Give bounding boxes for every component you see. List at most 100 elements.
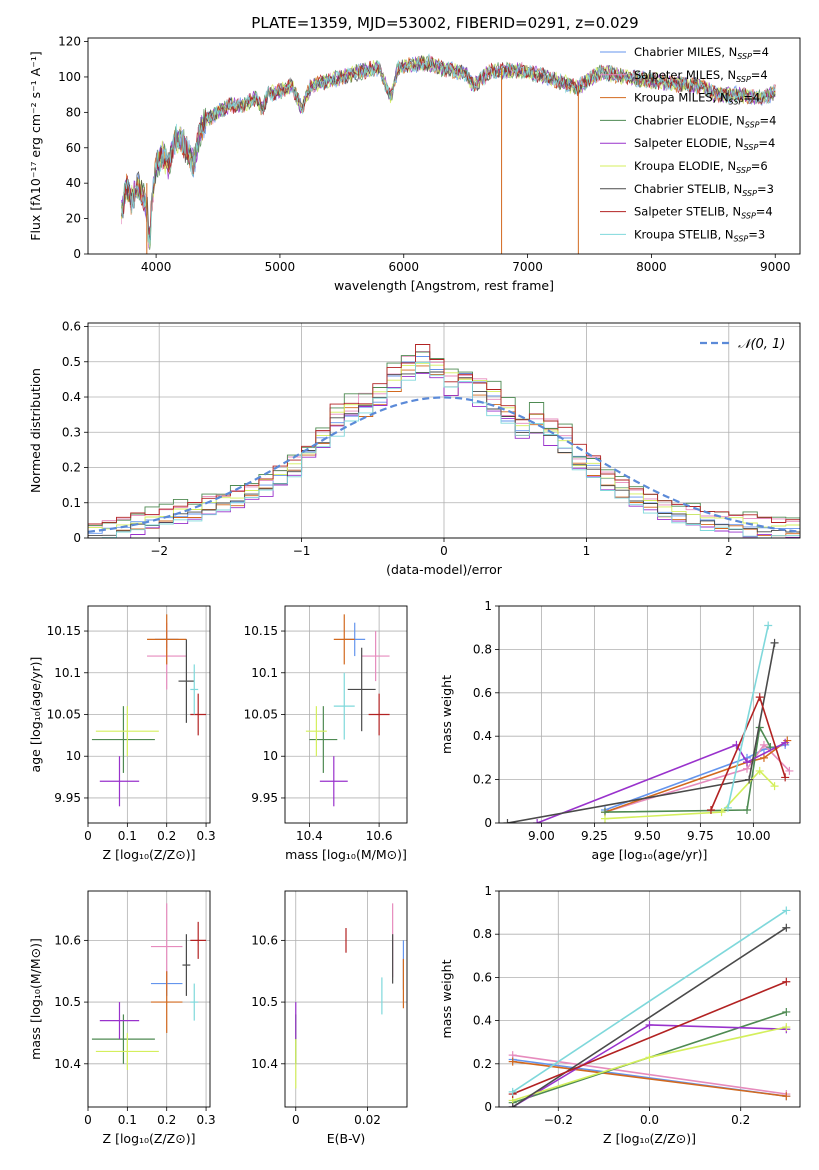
- y-tick-label: 10.5: [251, 995, 278, 1009]
- axes-frame: [498, 605, 801, 824]
- x-tick-label: 7000: [512, 260, 543, 274]
- legend-label-kroupa_elodie: Kroupa ELODIE, NSSP=6: [634, 159, 768, 175]
- weight-line-chabrier_stelib: [512, 927, 787, 1107]
- legend-label-suffix: =3: [757, 182, 774, 196]
- y-tick-label: 40: [66, 176, 81, 190]
- legend-label-sub: SSP: [745, 120, 760, 129]
- legend-label-normal: 𝒩(0, 1): [738, 337, 785, 352]
- legend-label-salpeter_elodie: Salpeter ELODIE, NSSP=4: [634, 136, 775, 152]
- x-tick-label: 1: [583, 544, 591, 558]
- weight-marker: [759, 753, 768, 762]
- legend-label-sub: SSP: [734, 234, 749, 243]
- x-axis-label: Z [log₁₀(Z/Z⊙)]: [103, 1131, 196, 1146]
- x-tick-label: 9000: [760, 260, 791, 274]
- y-tick-label: 0.2: [473, 1057, 492, 1071]
- weight-marker: [503, 819, 512, 823]
- weight-marker: [508, 1103, 517, 1107]
- weight-line-kroupa_stelib: [727, 625, 769, 808]
- x-tick-label: 10.4: [296, 829, 323, 843]
- x-tick-label: 10.6: [366, 829, 393, 843]
- errorbar-chabrier_elodie: [309, 706, 338, 773]
- errorbar-kroupa_miles: [150, 971, 183, 1033]
- x-tick-label: 0.2: [157, 1113, 176, 1127]
- x-tick-label: 2: [725, 544, 733, 558]
- legend-label-kroupa_stelib: Kroupa STELIB, NSSP=3: [634, 227, 765, 243]
- y-tick-label: 10.1: [251, 666, 278, 680]
- axes-frame: [87, 890, 211, 1108]
- weight-marker: [533, 819, 542, 823]
- weight-line-kroupa_miles: [512, 1060, 787, 1097]
- x-axis-label: age [log₁₀(age/yr)]: [592, 847, 708, 862]
- legend-label-sub: SSP: [742, 189, 757, 198]
- axes-frame: [87, 37, 801, 255]
- legend-label-chabrier_elodie: Chabrier ELODIE, NSSP=4: [634, 113, 776, 129]
- y-tick-label: 9.95: [54, 791, 81, 805]
- y-axis-label: age [log₁₀(age/yr)]: [28, 657, 43, 773]
- weight-marker: [764, 621, 773, 630]
- errorbar-kroupa_stelib: [190, 664, 199, 715]
- legend-label-sub: SSP: [741, 212, 756, 221]
- legend-label-text: Salpeter MILES, N: [634, 68, 736, 82]
- errorbar-salpeter_elodie: [319, 756, 348, 807]
- weight-marker: [645, 1020, 654, 1029]
- x-tick-label: 0.02: [354, 1113, 381, 1127]
- y-tick-label: 0.6: [62, 320, 81, 334]
- y-tick-label: 80: [66, 105, 81, 119]
- x-tick-label: 0.2: [731, 1113, 750, 1127]
- legend-label-sub: SSP: [737, 52, 752, 61]
- legend-label-text: Chabrier STELIB, N: [634, 182, 742, 196]
- x-tick-label: 0.3: [197, 1113, 216, 1127]
- x-tick-label: 9.00: [528, 829, 555, 843]
- plot-area: [295, 903, 405, 1089]
- y-tick-label: 10.6: [251, 933, 278, 947]
- y-tick-label: 0.2: [62, 461, 81, 475]
- plot-area: [121, 53, 776, 254]
- histogram-salpeter_stelib: [88, 344, 800, 538]
- y-axis-label: Flux [fλ10⁻¹⁷ erg cm⁻² s⁻¹ A⁻¹]: [28, 51, 43, 240]
- legend-label-sub: SSP: [736, 166, 751, 175]
- legend-label-salpeter_miles: Salpeter MILES, NSSP=4: [634, 68, 768, 84]
- legend-label-suffix: =4: [743, 91, 760, 105]
- y-tick-label: 10.6: [54, 933, 81, 947]
- errorbar-salpeter_stelib: [368, 693, 390, 736]
- y-tick-label: 10.4: [54, 1057, 81, 1071]
- legend-label-chabrier_stelib: Chabrier STELIB, NSSP=3: [634, 182, 774, 198]
- y-tick-label: 10.05: [47, 708, 81, 722]
- weight-marker: [600, 814, 609, 823]
- legend-label-suffix: =4: [758, 136, 775, 150]
- x-tick-label: 5000: [265, 260, 296, 274]
- y-tick-label: 0.5: [62, 355, 81, 369]
- y-tick-label: 0.4: [473, 729, 492, 743]
- y-tick-label: 20: [66, 212, 81, 226]
- weight-marker: [723, 803, 732, 812]
- weight-marker: [770, 638, 779, 647]
- errorbar-kroupa_elodie: [95, 706, 159, 757]
- axes-frame: [87, 322, 801, 539]
- weight-marker: [645, 1053, 654, 1062]
- x-tick-label: 0.3: [197, 829, 216, 843]
- errorbar-kroupa_elodie: [95, 1032, 159, 1070]
- legend-label-text: Chabrier ELODIE, N: [634, 113, 745, 127]
- x-axis-label: E(B-V): [327, 1131, 366, 1146]
- y-axis-label: Normed distribution: [28, 368, 43, 493]
- axes-frame: [87, 605, 211, 824]
- legend-label-text: Kroupa ELODIE, N: [634, 159, 736, 173]
- legend-label-suffix: =4: [752, 45, 769, 59]
- weight-marker: [781, 773, 790, 782]
- errorbar-kroupa_stelib: [333, 672, 355, 740]
- errorbar-salpeter_elodie: [99, 756, 140, 807]
- plot-area: [305, 614, 390, 807]
- legend-label-text: Chabrier MILES, N: [634, 45, 737, 59]
- axes-frame: [284, 605, 408, 824]
- legend-label-chabrier_miles: Chabrier MILES, NSSP=4: [634, 45, 769, 61]
- weight-line-salpeter_elodie: [536, 741, 786, 823]
- weight-marker: [770, 782, 779, 791]
- chart-mass_vs_ebv: 0 0.02 10.4 10.5 10.6 E(B-V): [251, 890, 408, 1146]
- x-axis-label: Z [log₁₀(Z/Z⊙)]: [603, 1131, 696, 1146]
- y-tick-label: 10.5: [54, 995, 81, 1009]
- legend-label-text: Salpeter ELODIE, N: [634, 136, 744, 150]
- histogram-salpeter_elodie: [88, 373, 800, 538]
- y-tick-label: 10.1: [54, 666, 81, 680]
